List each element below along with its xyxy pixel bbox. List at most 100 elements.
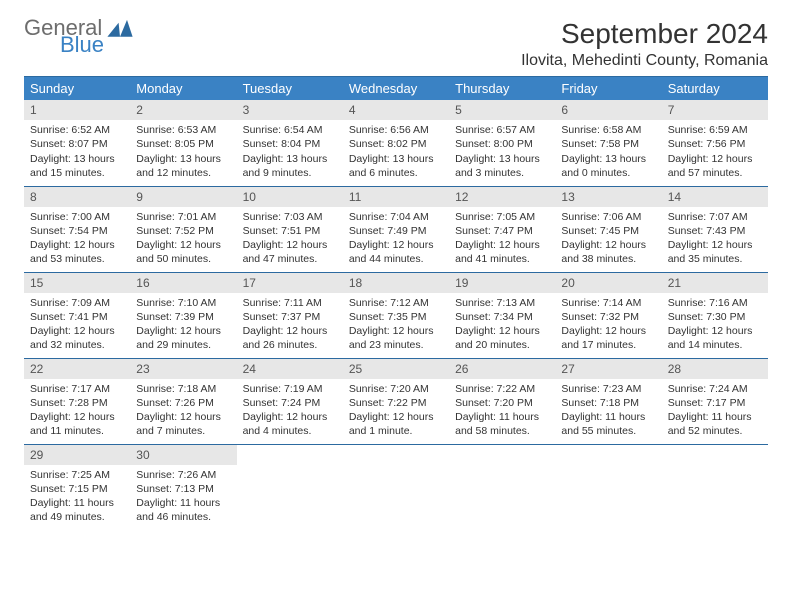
- daylight-line1: Daylight: 13 hours: [455, 152, 549, 166]
- calendar-cell: 21Sunrise: 7:16 AMSunset: 7:30 PMDayligh…: [662, 272, 768, 358]
- day-number: 22: [24, 359, 130, 379]
- daylight-line1: Daylight: 11 hours: [668, 410, 762, 424]
- daylight-line2: and 47 minutes.: [243, 252, 337, 266]
- daylight-line1: Daylight: 13 hours: [243, 152, 337, 166]
- daylight-line2: and 11 minutes.: [30, 424, 124, 438]
- sunrise-text: Sunrise: 7:09 AM: [30, 296, 124, 310]
- daylight-line2: and 3 minutes.: [455, 166, 549, 180]
- day-number: 14: [662, 187, 768, 207]
- sunrise-text: Sunrise: 7:25 AM: [30, 468, 124, 482]
- sunset-text: Sunset: 8:05 PM: [136, 137, 230, 151]
- sunset-text: Sunset: 7:15 PM: [30, 482, 124, 496]
- sunrise-text: Sunrise: 6:52 AM: [30, 123, 124, 137]
- sunrise-text: Sunrise: 7:12 AM: [349, 296, 443, 310]
- day-number: 9: [130, 187, 236, 207]
- daylight-line1: Daylight: 12 hours: [30, 324, 124, 338]
- daylight-line2: and 50 minutes.: [136, 252, 230, 266]
- daylight-line1: Daylight: 11 hours: [561, 410, 655, 424]
- daylight-line1: Daylight: 12 hours: [136, 324, 230, 338]
- calendar-cell: 1Sunrise: 6:52 AMSunset: 8:07 PMDaylight…: [24, 100, 130, 186]
- day-number: 24: [237, 359, 343, 379]
- calendar-cell: 6Sunrise: 6:58 AMSunset: 7:58 PMDaylight…: [555, 100, 661, 186]
- calendar-cell: 14Sunrise: 7:07 AMSunset: 7:43 PMDayligh…: [662, 186, 768, 272]
- daylight-line2: and 26 minutes.: [243, 338, 337, 352]
- calendar-cell: 15Sunrise: 7:09 AMSunset: 7:41 PMDayligh…: [24, 272, 130, 358]
- sunrise-text: Sunrise: 7:14 AM: [561, 296, 655, 310]
- day-body: Sunrise: 7:25 AMSunset: 7:15 PMDaylight:…: [24, 465, 130, 529]
- calendar-cell: 9Sunrise: 7:01 AMSunset: 7:52 PMDaylight…: [130, 186, 236, 272]
- calendar-head: Sunday Monday Tuesday Wednesday Thursday…: [24, 77, 768, 101]
- day-body: Sunrise: 7:07 AMSunset: 7:43 PMDaylight:…: [662, 207, 768, 271]
- day-body: Sunrise: 6:54 AMSunset: 8:04 PMDaylight:…: [237, 120, 343, 184]
- day-body: Sunrise: 7:10 AMSunset: 7:39 PMDaylight:…: [130, 293, 236, 357]
- sunset-text: Sunset: 7:51 PM: [243, 224, 337, 238]
- day-body: Sunrise: 6:58 AMSunset: 7:58 PMDaylight:…: [555, 120, 661, 184]
- day-body: Sunrise: 7:04 AMSunset: 7:49 PMDaylight:…: [343, 207, 449, 271]
- day-number: 12: [449, 187, 555, 207]
- sunrise-text: Sunrise: 7:10 AM: [136, 296, 230, 310]
- day-number: 30: [130, 445, 236, 465]
- day-number: 18: [343, 273, 449, 293]
- daylight-line2: and 1 minute.: [349, 424, 443, 438]
- sunset-text: Sunset: 7:47 PM: [455, 224, 549, 238]
- col-friday: Friday: [555, 77, 661, 101]
- sunset-text: Sunset: 7:43 PM: [668, 224, 762, 238]
- day-body: Sunrise: 7:19 AMSunset: 7:24 PMDaylight:…: [237, 379, 343, 443]
- sunset-text: Sunset: 7:13 PM: [136, 482, 230, 496]
- sunset-text: Sunset: 8:00 PM: [455, 137, 549, 151]
- sunset-text: Sunset: 7:24 PM: [243, 396, 337, 410]
- daylight-line1: Daylight: 13 hours: [30, 152, 124, 166]
- calendar-cell: 4Sunrise: 6:56 AMSunset: 8:02 PMDaylight…: [343, 100, 449, 186]
- logo-word-blue: Blue: [60, 35, 104, 56]
- sunrise-text: Sunrise: 7:13 AM: [455, 296, 549, 310]
- sunrise-text: Sunrise: 7:26 AM: [136, 468, 230, 482]
- day-body: Sunrise: 7:00 AMSunset: 7:54 PMDaylight:…: [24, 207, 130, 271]
- daylight-line2: and 44 minutes.: [349, 252, 443, 266]
- calendar-cell: 28Sunrise: 7:24 AMSunset: 7:17 PMDayligh…: [662, 358, 768, 444]
- daylight-line2: and 20 minutes.: [455, 338, 549, 352]
- day-body: Sunrise: 7:13 AMSunset: 7:34 PMDaylight:…: [449, 293, 555, 357]
- header: General Blue September 2024 Ilovita, Meh…: [24, 18, 768, 70]
- daylight-line1: Daylight: 13 hours: [349, 152, 443, 166]
- daylight-line2: and 6 minutes.: [349, 166, 443, 180]
- day-body: Sunrise: 6:53 AMSunset: 8:05 PMDaylight:…: [130, 120, 236, 184]
- col-sunday: Sunday: [24, 77, 130, 101]
- sunrise-text: Sunrise: 7:05 AM: [455, 210, 549, 224]
- calendar-cell: 11Sunrise: 7:04 AMSunset: 7:49 PMDayligh…: [343, 186, 449, 272]
- daylight-line2: and 35 minutes.: [668, 252, 762, 266]
- calendar-cell: 27Sunrise: 7:23 AMSunset: 7:18 PMDayligh…: [555, 358, 661, 444]
- sunset-text: Sunset: 7:18 PM: [561, 396, 655, 410]
- sunrise-text: Sunrise: 6:59 AM: [668, 123, 762, 137]
- calendar-cell: ..: [662, 444, 768, 530]
- logo-text: General Blue: [24, 18, 104, 56]
- calendar-cell: 30Sunrise: 7:26 AMSunset: 7:13 PMDayligh…: [130, 444, 236, 530]
- daylight-line2: and 32 minutes.: [30, 338, 124, 352]
- day-body: Sunrise: 7:11 AMSunset: 7:37 PMDaylight:…: [237, 293, 343, 357]
- day-number: 17: [237, 273, 343, 293]
- sunrise-text: Sunrise: 6:53 AM: [136, 123, 230, 137]
- sunset-text: Sunset: 7:39 PM: [136, 310, 230, 324]
- day-body: Sunrise: 7:06 AMSunset: 7:45 PMDaylight:…: [555, 207, 661, 271]
- day-number: 21: [662, 273, 768, 293]
- daylight-line2: and 41 minutes.: [455, 252, 549, 266]
- col-thursday: Thursday: [449, 77, 555, 101]
- day-body: Sunrise: 6:59 AMSunset: 7:56 PMDaylight:…: [662, 120, 768, 184]
- daylight-line2: and 4 minutes.: [243, 424, 337, 438]
- sunset-text: Sunset: 7:20 PM: [455, 396, 549, 410]
- daylight-line1: Daylight: 12 hours: [243, 410, 337, 424]
- sunset-text: Sunset: 7:37 PM: [243, 310, 337, 324]
- sunrise-text: Sunrise: 7:24 AM: [668, 382, 762, 396]
- day-body: Sunrise: 7:12 AMSunset: 7:35 PMDaylight:…: [343, 293, 449, 357]
- daylight-line1: Daylight: 12 hours: [561, 238, 655, 252]
- daylight-line1: Daylight: 12 hours: [668, 324, 762, 338]
- calendar-cell: ..: [343, 444, 449, 530]
- sunrise-text: Sunrise: 7:03 AM: [243, 210, 337, 224]
- calendar-cell: 25Sunrise: 7:20 AMSunset: 7:22 PMDayligh…: [343, 358, 449, 444]
- sunrise-text: Sunrise: 7:20 AM: [349, 382, 443, 396]
- day-number: 3: [237, 100, 343, 120]
- daylight-line1: Daylight: 12 hours: [668, 152, 762, 166]
- calendar-table: Sunday Monday Tuesday Wednesday Thursday…: [24, 76, 768, 530]
- sunrise-text: Sunrise: 7:00 AM: [30, 210, 124, 224]
- daylight-line1: Daylight: 12 hours: [136, 238, 230, 252]
- sunset-text: Sunset: 7:41 PM: [30, 310, 124, 324]
